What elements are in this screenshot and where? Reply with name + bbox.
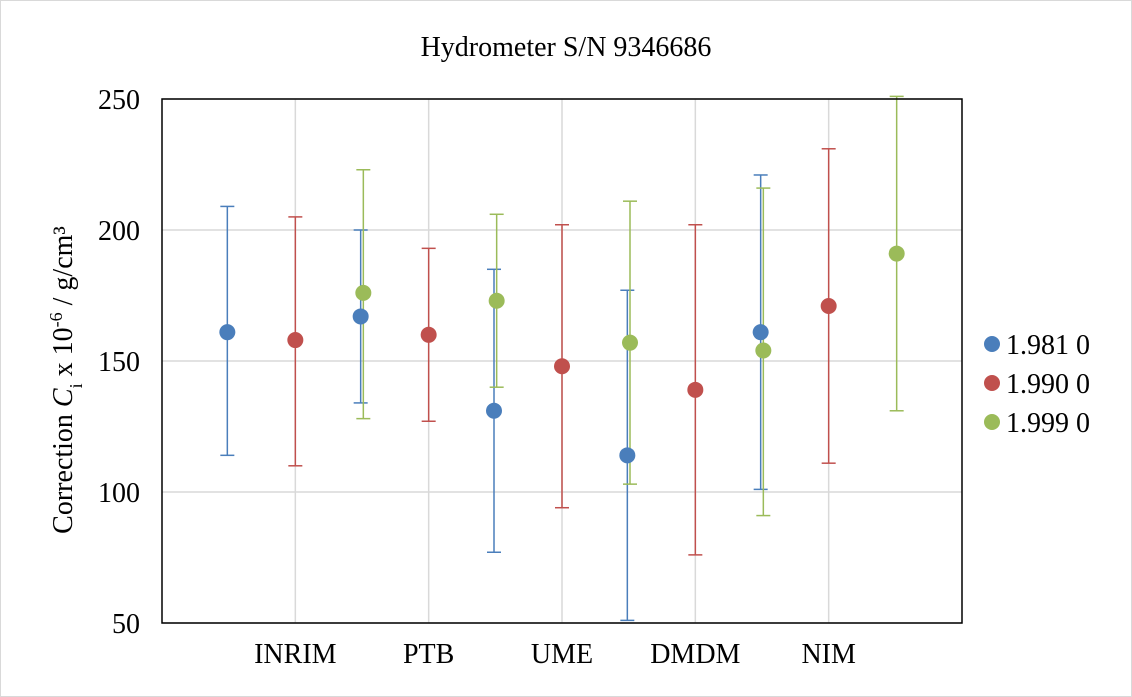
y-label-exponent: -6: [46, 312, 66, 327]
y-label-middle: x 10: [48, 327, 79, 383]
data-point: [752, 324, 769, 341]
data-point: [820, 297, 837, 314]
legend-marker: [984, 336, 1000, 352]
legend-marker: [984, 414, 1000, 430]
legend-marker: [984, 375, 1000, 391]
y-label-prefix: Correction: [48, 407, 79, 534]
data-points: [219, 245, 905, 464]
data-point: [287, 332, 304, 349]
data-point: [355, 284, 372, 301]
x-tick-label: INRIM: [254, 639, 337, 670]
data-point: [352, 308, 369, 325]
data-point: [755, 342, 772, 359]
y-label-suffix: / g/cm³: [48, 226, 79, 312]
y-tick-label: 50: [112, 609, 140, 640]
legend-label: 1.981 0: [1006, 330, 1090, 361]
x-tick-label: UME: [531, 639, 593, 670]
plot-area-border: [161, 98, 963, 624]
data-point: [622, 334, 638, 351]
legend: 1.981 0 1.990 0 1.999 0: [984, 330, 1090, 439]
y-tick-label: 250: [98, 85, 140, 116]
y-tick-label: 100: [98, 478, 140, 509]
data-point: [554, 358, 570, 375]
x-tick-labels: INRIM PTB UME DMDM NIM: [254, 639, 856, 670]
x-tick-label: DMDM: [650, 639, 740, 670]
data-point: [619, 447, 636, 464]
chart-title: Hydrometer S/N 9346686: [421, 32, 712, 63]
y-label-subscript: i: [66, 383, 86, 388]
data-point: [420, 326, 437, 343]
x-tick-label: NIM: [801, 639, 856, 670]
x-tick-label: PTB: [403, 639, 454, 670]
legend-label: 1.999 0: [1006, 408, 1090, 439]
legend-label: 1.990 0: [1006, 369, 1090, 400]
data-point: [219, 324, 236, 341]
y-label-symbol: C: [48, 388, 79, 407]
y-tick-label: 150: [98, 347, 140, 378]
y-tick-labels: 50 100 150 200 250: [98, 85, 140, 640]
data-point: [488, 292, 505, 309]
data-point: [486, 402, 502, 419]
y-tick-label: 200: [98, 216, 140, 247]
data-point: [687, 381, 704, 398]
data-point: [888, 245, 905, 262]
y-axis-label: Correction Ci x 10-6 / g/cm³: [46, 226, 86, 534]
